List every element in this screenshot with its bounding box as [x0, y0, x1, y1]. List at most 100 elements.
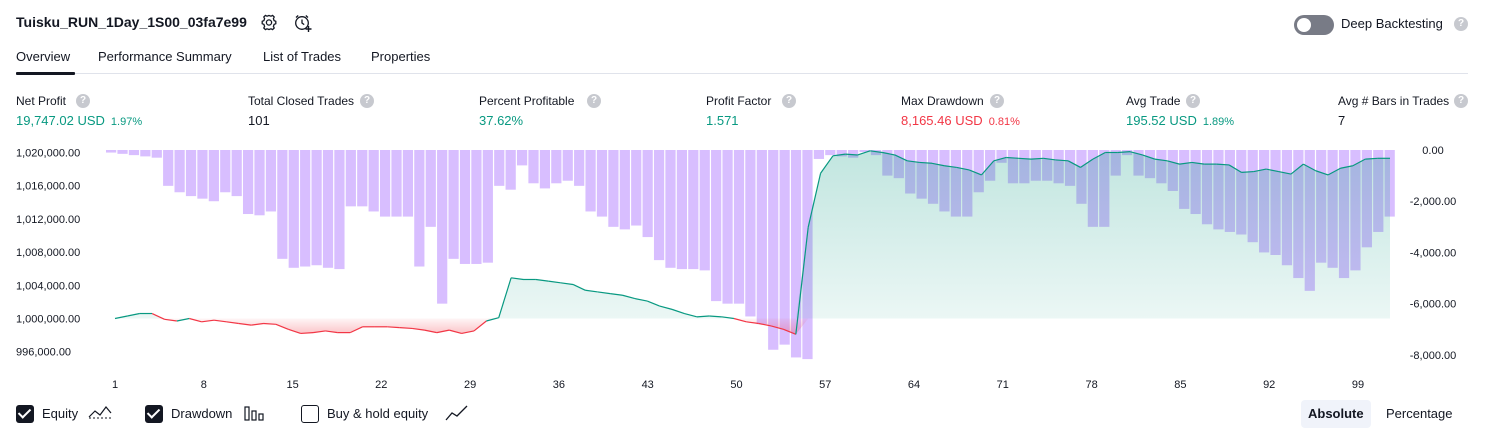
- equity-line-segment: [1191, 161, 1205, 165]
- drawdown-bar: [608, 150, 619, 227]
- equity-checkbox[interactable]: [16, 405, 34, 423]
- equity-line-segment: [473, 320, 487, 332]
- x-axis-tick-label: 1: [112, 379, 118, 390]
- right-axis-tick-label: -4,000.00: [1410, 247, 1456, 259]
- equity-line-segment: [486, 317, 499, 322]
- help-icon[interactable]: ?: [782, 94, 796, 108]
- drawdown-bar: [277, 150, 288, 259]
- left-axis-tick-label: 1,012,000.00: [16, 214, 80, 226]
- right-axis-tick-label: -2,000.00: [1410, 196, 1456, 208]
- equity-area-positive: [115, 150, 1390, 319]
- buy-hold-option-label: Buy & hold equity: [327, 406, 429, 421]
- x-axis-tick-label: 22: [375, 379, 387, 390]
- equity-line-icon: [88, 406, 112, 419]
- equity-line-segment: [733, 317, 747, 323]
- drawdown-bar: [151, 150, 162, 158]
- equity-area-negative: [115, 318, 1390, 335]
- drawdown-bar: [756, 150, 767, 325]
- drawdown-bar: [448, 150, 459, 259]
- equity-drawdown-chart[interactable]: 1,020,000.00 1,016,000.00 1,012,000.00 1,00…: [0, 140, 1486, 390]
- left-axis-tick-label: 1,000,000.00: [16, 314, 80, 326]
- tabs-divider: [16, 73, 1468, 74]
- equity-line-segment: [1253, 168, 1267, 173]
- drawdown-bar: [585, 150, 596, 212]
- equity-line-segment: [807, 173, 822, 228]
- strategy-title: Tuisku_RUN_1Day_1S00_03fa7e99: [16, 14, 247, 30]
- equity-line-segment: [671, 308, 685, 315]
- equity-line-segment: [894, 154, 908, 162]
- drawdown-bar: [437, 150, 448, 304]
- buy-hold-checkbox[interactable]: [301, 405, 319, 423]
- x-axis-tick-label: 50: [730, 379, 742, 390]
- drawdown-bar: [494, 150, 505, 186]
- equity-line-segment: [956, 166, 970, 171]
- help-icon[interactable]: ?: [360, 94, 374, 108]
- equity-line-segment: [1290, 163, 1304, 175]
- drawdown-bar: [722, 150, 733, 304]
- help-icon[interactable]: ?: [1186, 94, 1200, 108]
- equity-line-segment: [709, 315, 722, 318]
- equity-line-segment: [572, 283, 586, 291]
- equity-line-segment: [449, 329, 462, 335]
- drawdown-bar: [516, 150, 528, 166]
- tab-performance-summary[interactable]: Performance Summary: [98, 49, 232, 64]
- equity-line-segment: [535, 278, 549, 282]
- equity-line-segment: [1327, 167, 1341, 176]
- tab-overview[interactable]: Overview: [16, 49, 71, 64]
- help-icon[interactable]: ?: [587, 94, 601, 108]
- metric-value-max-drawdown: 8,165.46 USD 0.81%: [901, 113, 1020, 128]
- equity-line-segment: [1080, 158, 1094, 168]
- add-alert-icon[interactable]: [292, 12, 314, 34]
- drawdown-bar: [790, 150, 802, 358]
- help-icon[interactable]: ?: [1454, 94, 1468, 108]
- percentage-button[interactable]: Percentage: [1386, 406, 1453, 421]
- tab-properties[interactable]: Properties: [371, 49, 431, 64]
- equity-line-segment: [387, 326, 400, 329]
- equity-line-segment: [610, 293, 623, 296]
- equity-line-segment: [399, 327, 413, 330]
- drawdown-bar: [471, 150, 482, 264]
- tab-list-of-trades[interactable]: List of Trades: [263, 49, 342, 64]
- drawdown-bar: [676, 150, 688, 270]
- equity-line-segment: [634, 297, 648, 302]
- equity-line-segment: [412, 327, 425, 331]
- equity-line-segment: [176, 317, 190, 322]
- drawdown-bar: [859, 150, 870, 153]
- buy-hold-line-icon: [445, 405, 468, 421]
- help-icon[interactable]: ?: [1454, 17, 1468, 31]
- equity-line-segment: [857, 150, 871, 156]
- drawdown-bar: [174, 150, 185, 193]
- equity-line-segment: [1365, 157, 1378, 160]
- equity-line-segment: [461, 330, 475, 335]
- equity-line-segment: [201, 319, 215, 323]
- drawdown-bar: [745, 150, 756, 317]
- equity-line-segment: [1030, 157, 1044, 160]
- drawdown-bar: [242, 150, 254, 215]
- drawdown-checkbox[interactable]: [145, 405, 163, 423]
- equity-line-segment: [981, 160, 995, 176]
- drawdown-bar: [711, 150, 722, 302]
- help-icon[interactable]: ?: [990, 94, 1004, 108]
- drawdown-bar: [688, 150, 699, 270]
- equity-line-segment: [1167, 160, 1180, 165]
- equity-line-segment: [511, 277, 524, 281]
- drawdown-bar: [562, 150, 573, 181]
- drawdown-bar: [265, 150, 277, 212]
- equity-line-segment: [968, 169, 982, 176]
- x-axis-tick-label: 99: [1352, 379, 1364, 390]
- settings-icon[interactable]: [258, 12, 280, 34]
- drawdown-bar: [665, 150, 676, 268]
- drawdown-bar: [631, 150, 642, 226]
- equity-line-segment: [288, 328, 301, 335]
- equity-line-segment: [907, 160, 920, 164]
- equity-line-segment: [498, 277, 512, 318]
- drawdown-bar: [288, 150, 299, 268]
- metric-label-avg-trade: Avg Trade: [1126, 94, 1181, 108]
- metric-value-total-closed-trades: 101: [248, 113, 270, 128]
- drawdown-bar: [813, 150, 825, 159]
- equity-line-segment: [1043, 157, 1056, 161]
- help-icon[interactable]: ?: [76, 94, 90, 108]
- equity-line-segment: [114, 315, 128, 320]
- deep-backtesting-toggle[interactable]: [1294, 15, 1334, 35]
- absolute-button[interactable]: Absolute: [1301, 400, 1371, 428]
